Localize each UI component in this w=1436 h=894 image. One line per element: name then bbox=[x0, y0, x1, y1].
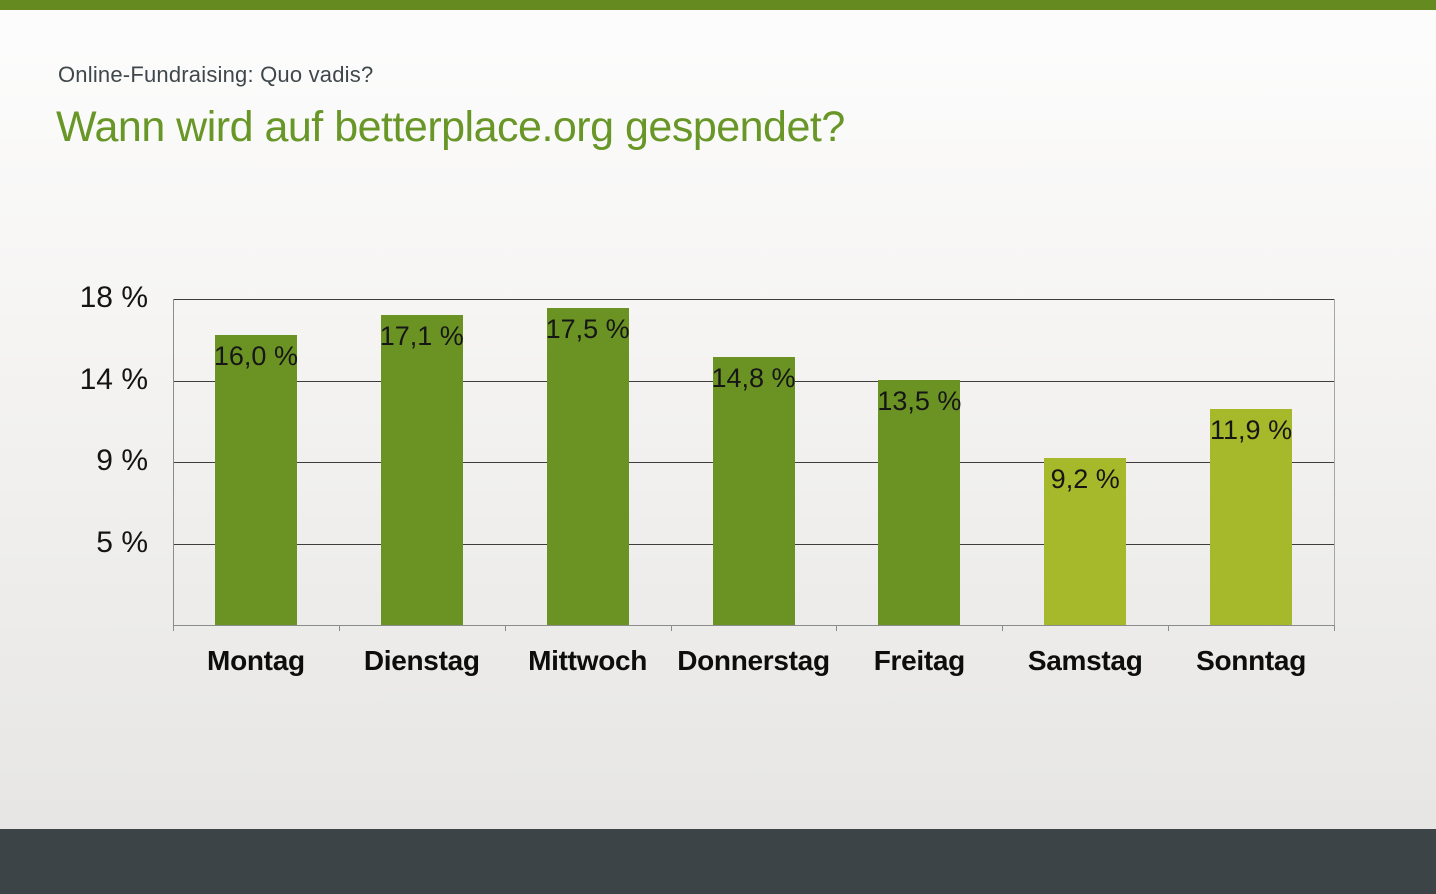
bar-value-label: 14,8 % bbox=[711, 363, 796, 393]
bar-mittwoch: 17,5 % bbox=[545, 308, 630, 625]
y-axis-label: 18 % bbox=[79, 281, 148, 314]
bar-sonntag: 11,9 % bbox=[1210, 409, 1292, 625]
bar-value-label: 17,1 % bbox=[379, 321, 464, 351]
top-accent-strip bbox=[0, 0, 1436, 10]
x-axis-category-label: Samstag bbox=[1027, 645, 1143, 676]
y-axis-label: 14 % bbox=[79, 362, 148, 396]
x-axis-tick bbox=[1334, 625, 1335, 631]
x-axis-tick bbox=[836, 625, 838, 631]
y-axis-line bbox=[173, 299, 174, 631]
bar-value-label: 11,9 % bbox=[1210, 415, 1293, 445]
x-axis-tick bbox=[338, 625, 340, 631]
bar-dienstag: 17,1 % bbox=[379, 315, 464, 625]
y-axis-label: 5 % bbox=[96, 525, 148, 559]
x-axis-tick bbox=[670, 625, 672, 631]
bar-samstag: 9,2 % bbox=[1044, 458, 1127, 625]
x-axis-tick bbox=[504, 625, 506, 631]
bar-value-label: 9,2 % bbox=[1050, 464, 1120, 494]
x-axis-category-label: Donnerstag bbox=[677, 645, 830, 676]
x-axis-category-label: Freitag bbox=[873, 645, 966, 676]
gridline-18% bbox=[173, 299, 1334, 300]
x-axis-category-label: Sonntag bbox=[1196, 645, 1306, 676]
bar-freitag: 13,5 % bbox=[877, 380, 962, 625]
x-axis-category-label: Montag bbox=[207, 645, 305, 676]
x-axis-tick bbox=[1002, 625, 1004, 631]
y-axis-label: 9 % bbox=[96, 444, 148, 477]
bar-donnerstag: 14,8 % bbox=[711, 357, 796, 625]
bar-montag: 16,0 % bbox=[213, 335, 298, 625]
bar-value-label: 17,5 % bbox=[545, 314, 630, 344]
x-axis-line bbox=[173, 625, 1335, 626]
x-axis-category-label: Dienstag bbox=[363, 645, 480, 676]
x-axis-tick bbox=[1168, 625, 1170, 631]
bar-value-label: 16,0 % bbox=[213, 341, 298, 371]
slide-kicker: Online-Fundraising: Quo vadis? bbox=[58, 62, 374, 87]
plot-right-border bbox=[1334, 299, 1335, 625]
x-axis-category-label: Mittwoch bbox=[528, 645, 648, 676]
footer-bar: 30 Quelle: betterplace.org 2015 betterpl… bbox=[0, 829, 1436, 894]
x-axis-tick bbox=[173, 625, 174, 631]
page-title: Wann wird auf betterplace.org gespendet? bbox=[56, 103, 845, 151]
bar-value-label: 13,5 % bbox=[877, 386, 962, 416]
